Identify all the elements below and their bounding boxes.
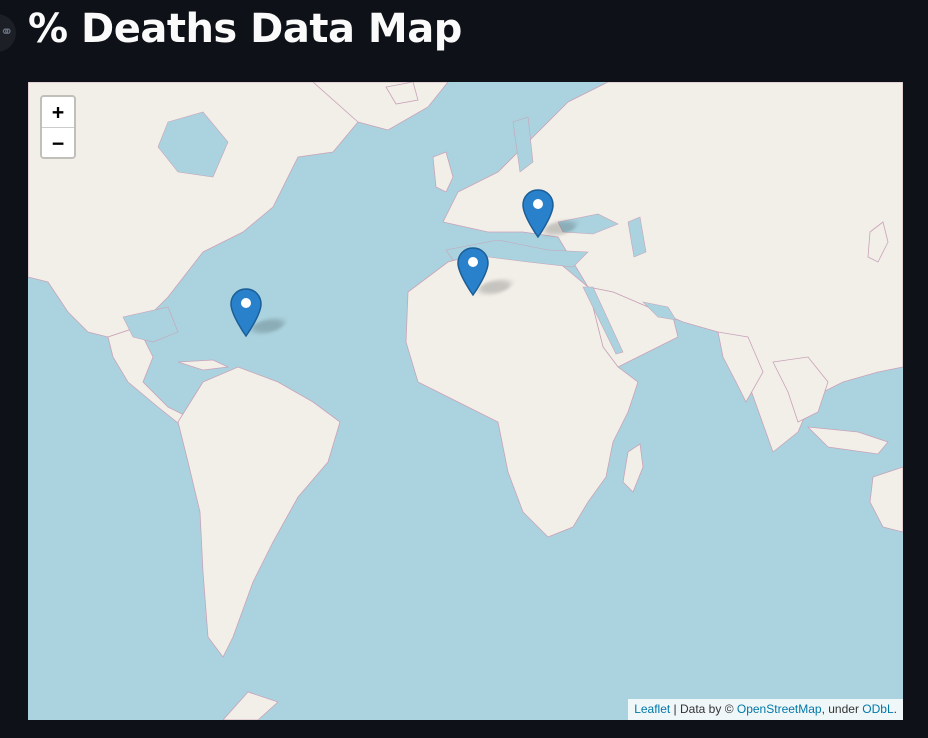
anchor-link[interactable]: ⚭ [0,14,16,52]
australia-land [869,466,903,533]
attribution-separator: | Data by © [670,702,737,716]
north-america-land [28,82,359,338]
south-america-land [177,366,341,658]
attribution-under: , under [821,702,863,716]
world-map-tiles [28,82,903,720]
odbl-link[interactable]: ODbL [862,702,894,716]
map-marker-balkans[interactable] [521,189,555,239]
map-marker-north-africa[interactable] [456,247,490,297]
link-icon: ⚭ [0,22,14,41]
antarctica-land [222,691,279,720]
openstreetmap-link[interactable]: OpenStreetMap [736,702,822,716]
marker-pin-icon [230,288,262,338]
leaflet-link[interactable]: Leaflet [634,702,671,716]
zoom-in-button[interactable]: + [42,97,74,127]
marker-pin-icon [457,247,489,297]
indonesia-land [806,426,889,455]
madagascar-land [622,443,644,493]
southeast-asia-land [772,356,829,423]
zoom-out-button[interactable]: − [42,127,74,157]
uk-land [432,151,454,193]
map-marker-caribbean[interactable] [229,288,263,338]
page-title: % Deaths Data Map [28,6,462,52]
map-container[interactable]: + − Leaflet | Data by © OpenStreetMap, u… [28,82,903,720]
map-attribution: Leaflet | Data by © OpenStreetMap, under… [628,699,903,720]
marker-pin-icon [522,189,554,239]
attribution-end: . [893,702,897,716]
japan-land [867,221,889,263]
iceland-land [385,82,419,105]
zoom-control: + − [40,95,76,159]
africa-land [405,249,639,538]
caribbean-land [177,359,230,371]
india-land [717,331,764,403]
